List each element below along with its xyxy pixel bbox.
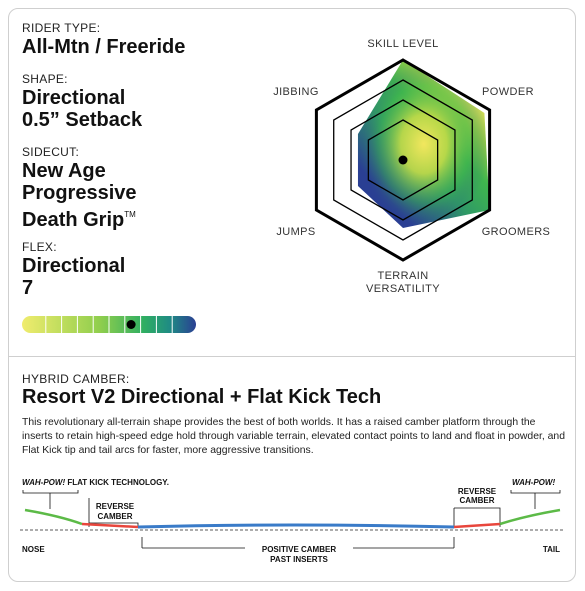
trademark-mark: TM <box>124 210 136 219</box>
camber-left-label: CAMBER <box>97 512 132 521</box>
radar-value-glow <box>357 60 490 228</box>
sidecut-line3-text: Death Grip <box>22 209 125 231</box>
nose-label: NOSE <box>22 545 45 554</box>
radar-ring-4 <box>314 58 492 262</box>
radar-value-area <box>357 60 490 228</box>
radar-label-groomers: GROOMERS <box>482 226 551 238</box>
callout-brackets <box>22 490 561 527</box>
flex-ticks <box>45 316 173 333</box>
camber-description: This revolutionary all-terrain shape pro… <box>22 417 565 456</box>
shape-label: SHAPE: <box>22 72 68 86</box>
radar-label-jumps: JUMPS <box>276 226 315 238</box>
flex-value-line2: 7 <box>22 277 34 299</box>
camber-label: HYBRID CAMBER: <box>22 372 130 386</box>
radar-label-terrain: TERRAIN <box>377 270 428 282</box>
profile-positive-camber <box>137 523 455 529</box>
flex-scale-bar <box>22 316 196 333</box>
sidecut-value-line3: Death GripTM <box>22 204 136 231</box>
radar-center-dot <box>398 155 408 165</box>
reverse-right-label: REVERSE <box>458 487 497 496</box>
section-divider <box>8 356 576 357</box>
flex-label: FLEX: <box>22 240 57 254</box>
reverse-left-label: REVERSE <box>96 502 135 511</box>
rider-type-label: RIDER TYPE: <box>22 21 101 35</box>
radar-grid <box>314 58 492 262</box>
profile-flat-kick-tail <box>499 508 561 526</box>
profile-reverse-tail <box>453 522 501 529</box>
radar-label-powder: POWDER <box>482 86 534 98</box>
flex-indicator-dot <box>126 320 136 329</box>
shape-value-line2: 0.5” Setback <box>22 109 143 131</box>
profile-reverse-nose <box>81 522 139 529</box>
positive-camber-bracket <box>141 537 455 549</box>
sidecut-label: SIDECUT: <box>22 145 80 159</box>
radar-ring-1 <box>367 119 439 201</box>
tail-label: TAIL <box>543 545 560 554</box>
camber-profile-diagram: WAH-POW! FLAT KICK TECHNOLOGY. WAH-POW! … <box>20 478 565 564</box>
radar-chart: SKILL LEVEL POWDER GROOMERS TERRAIN VERS… <box>273 38 551 295</box>
wahpow-left-label: WAH-POW! FLAT KICK TECHNOLOGY. <box>22 478 169 487</box>
radar-ring-2 <box>350 99 456 221</box>
flex-value-line1: Directional <box>22 255 126 277</box>
camber-right-label: CAMBER <box>459 496 494 505</box>
sidecut-value-line1: New Age <box>22 160 106 182</box>
wahpow-right-label: WAH-POW! <box>512 478 555 487</box>
camber-title: Resort V2 Directional + Flat Kick Tech <box>22 386 382 408</box>
positive-camber-label: POSITIVE CAMBER <box>262 545 336 554</box>
radar-label-versatility: VERSATILITY <box>366 283 440 295</box>
sidecut-value-line2: Progressive <box>22 182 137 204</box>
spec-card <box>8 8 576 582</box>
profile-flat-kick-nose <box>24 508 83 526</box>
shape-value-line1: Directional <box>22 87 126 109</box>
past-inserts-label: PAST INSERTS <box>270 555 328 564</box>
rider-type-value: All-Mtn / Freeride <box>22 36 186 58</box>
radar-label-skill-level: SKILL LEVEL <box>367 38 438 50</box>
radar-label-jibbing: JIBBING <box>273 86 319 98</box>
radar-ring-3 <box>333 79 473 241</box>
